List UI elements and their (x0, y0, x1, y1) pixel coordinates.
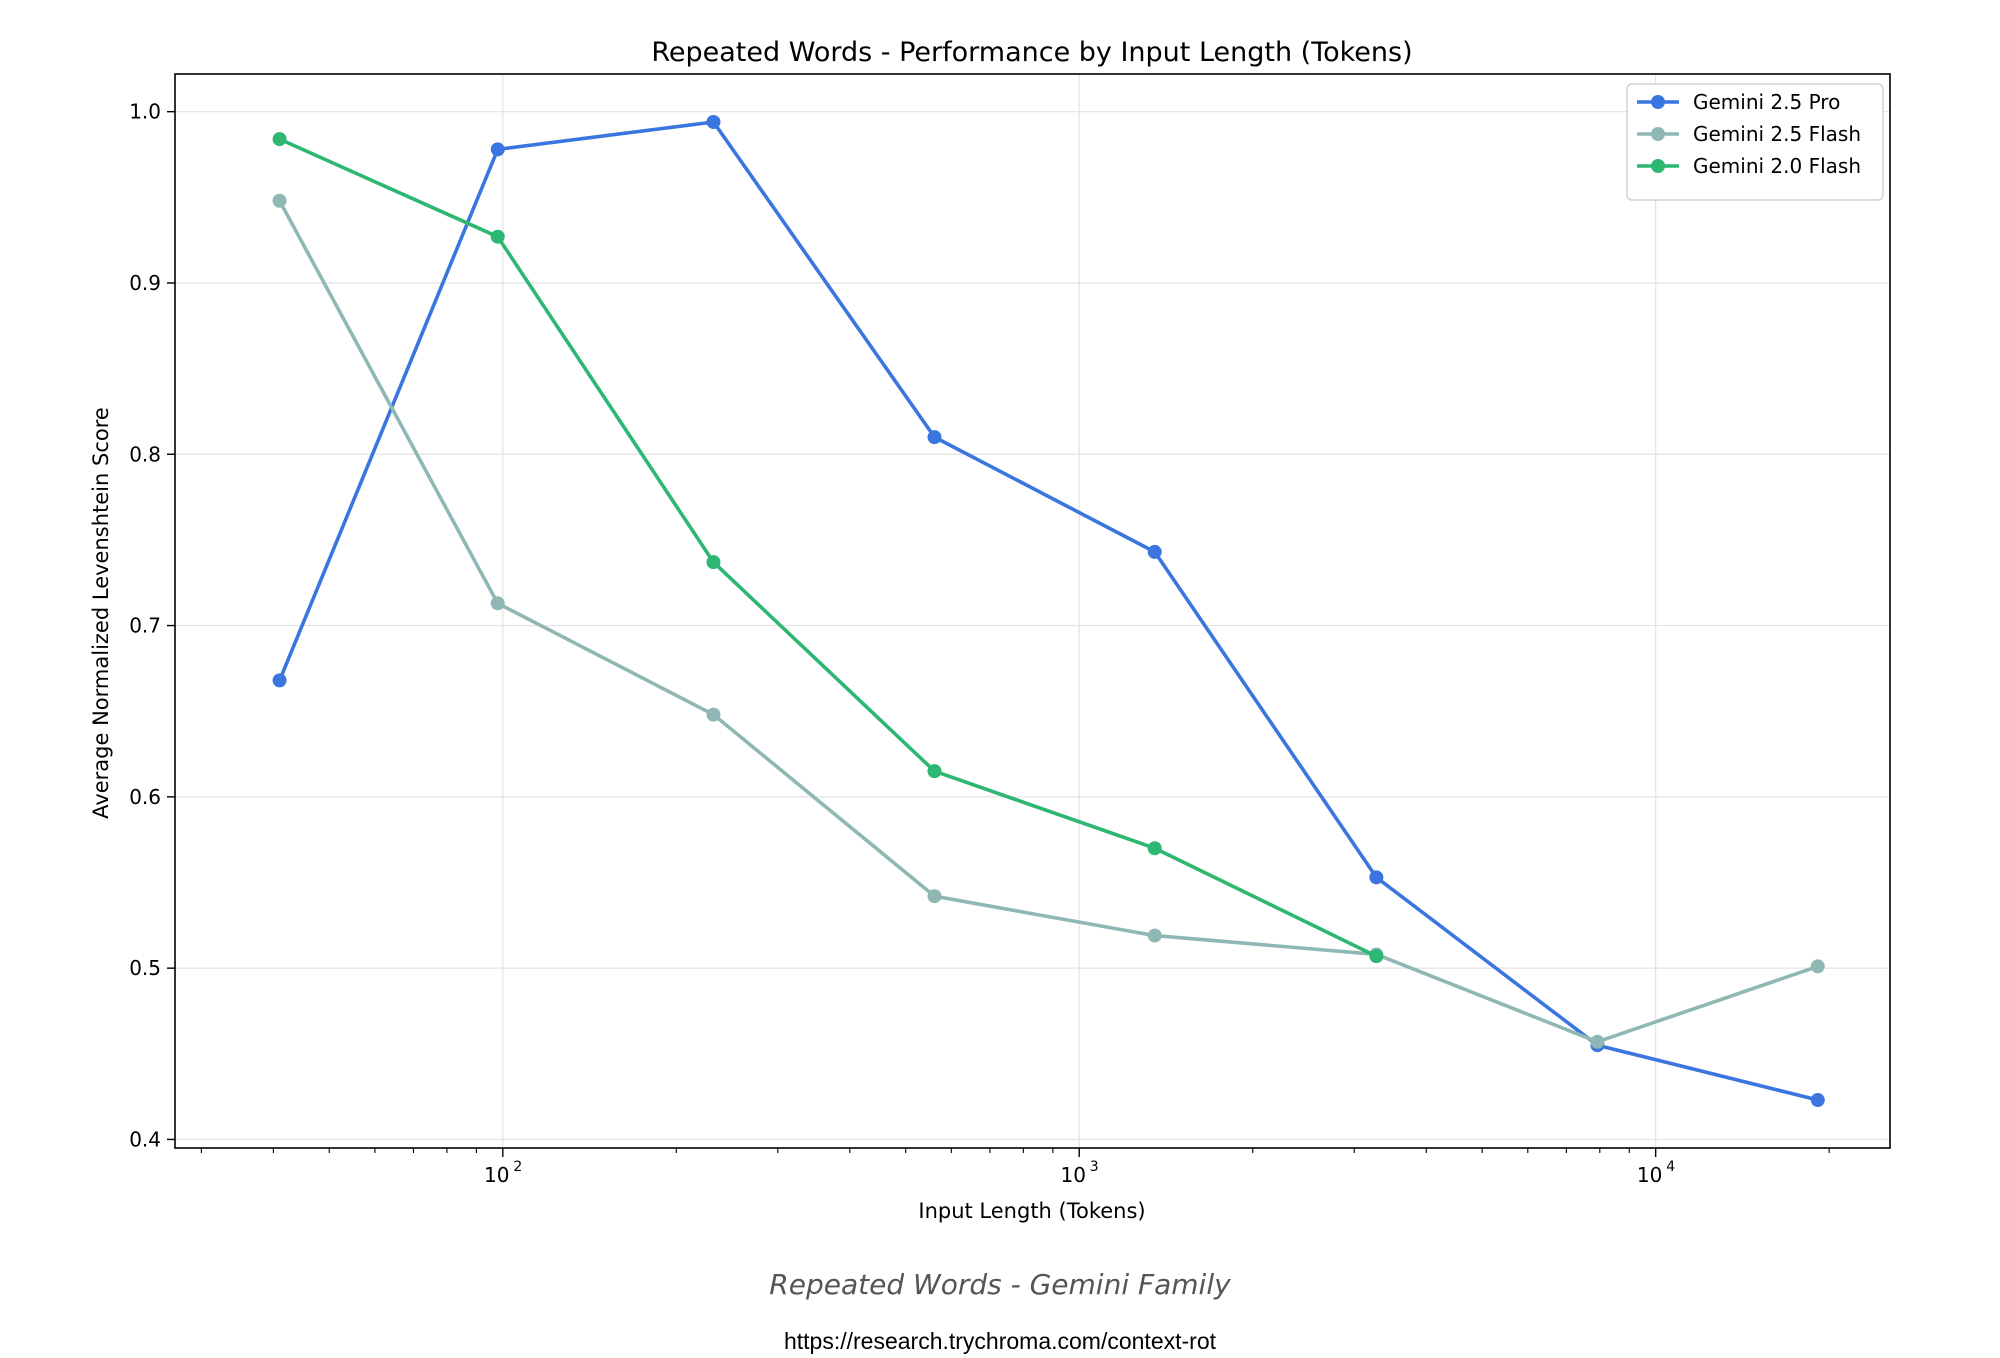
data-point (272, 193, 287, 208)
line-chart: 0.40.50.60.70.80.91.010 2 10 3 10 4 Repeated … (89, 37, 1891, 1223)
data-point (490, 596, 505, 611)
x-axis-label: Input Length (Tokens) (918, 1199, 1145, 1223)
y-tick-label: 1.0 (129, 100, 161, 124)
data-point (706, 114, 721, 129)
figure-caption: Repeated Words - Gemini Family (769, 1268, 1231, 1301)
data-point (1147, 928, 1162, 943)
legend-box (1626, 83, 1884, 201)
data-point (1147, 841, 1162, 856)
data-point (1810, 959, 1825, 974)
axis-ticks: 0.40.50.60.70.80.91.010 2 10 3 10 4 (129, 100, 1830, 1187)
x-tick-exponent: 2 (513, 1159, 522, 1175)
chart-card: 0.4 0.5 0.6 0.7 0.8 0.9 1.0 10 2 10 3 10 4 Repeated … (89, 37, 1891, 1301)
data-point (1369, 949, 1384, 964)
x-tick-exponent: 4 (1666, 1159, 1675, 1175)
y-tick-label: 0.9 (129, 271, 161, 295)
data-point (927, 889, 942, 904)
y-tick-label: 0.5 (129, 956, 161, 980)
series-line (277, 120, 1820, 1102)
data-point (272, 673, 287, 688)
series-line (277, 199, 1820, 1044)
data-point (1147, 544, 1162, 559)
legend: Gemini 2.5 Pro Gemini 2.5 Flash Gemini 2.0… (1626, 83, 1884, 201)
data-point (1810, 1093, 1825, 1108)
y-tick-label: 0.6 (129, 785, 161, 809)
x-tick-label: 10 (1060, 1163, 1085, 1187)
y-axis-label: Average Normalized Levenshtein Score (89, 407, 113, 819)
y-tick-label: 0.8 (129, 442, 161, 466)
y-tick-label: 0.4 (129, 1127, 161, 1151)
x-tick-exponent: 3 (1090, 1159, 1099, 1175)
grid (175, 74, 1890, 1148)
legend-marker (1651, 95, 1665, 109)
data-point (1369, 870, 1384, 885)
source-url: https://research.trychroma.com/context-r… (783, 1328, 1217, 1354)
x-tick-label: 10 (484, 1163, 509, 1187)
plot-frame (174, 73, 1891, 1149)
legend-label: Gemini 2.0 Flash (1693, 154, 1861, 178)
legend-marker (1651, 127, 1665, 141)
data-point (927, 430, 942, 445)
data-point (927, 764, 942, 779)
data-point (706, 707, 721, 722)
legend-label: Gemini 2.5 Flash (1693, 122, 1861, 146)
data-point (1590, 1034, 1605, 1049)
series-line (277, 137, 1379, 959)
legend-label: Gemini 2.5 Pro (1693, 90, 1840, 114)
data-point (272, 132, 287, 147)
data-point (706, 555, 721, 570)
y-tick-label: 0.7 (129, 614, 161, 638)
series-layer (272, 114, 1825, 1108)
legend-marker (1651, 159, 1665, 173)
chart-title: Repeated Words - Performance by Input Le… (651, 37, 1412, 68)
data-point (490, 229, 505, 244)
x-tick-label: 10 (1637, 1163, 1662, 1187)
data-point (490, 142, 505, 157)
